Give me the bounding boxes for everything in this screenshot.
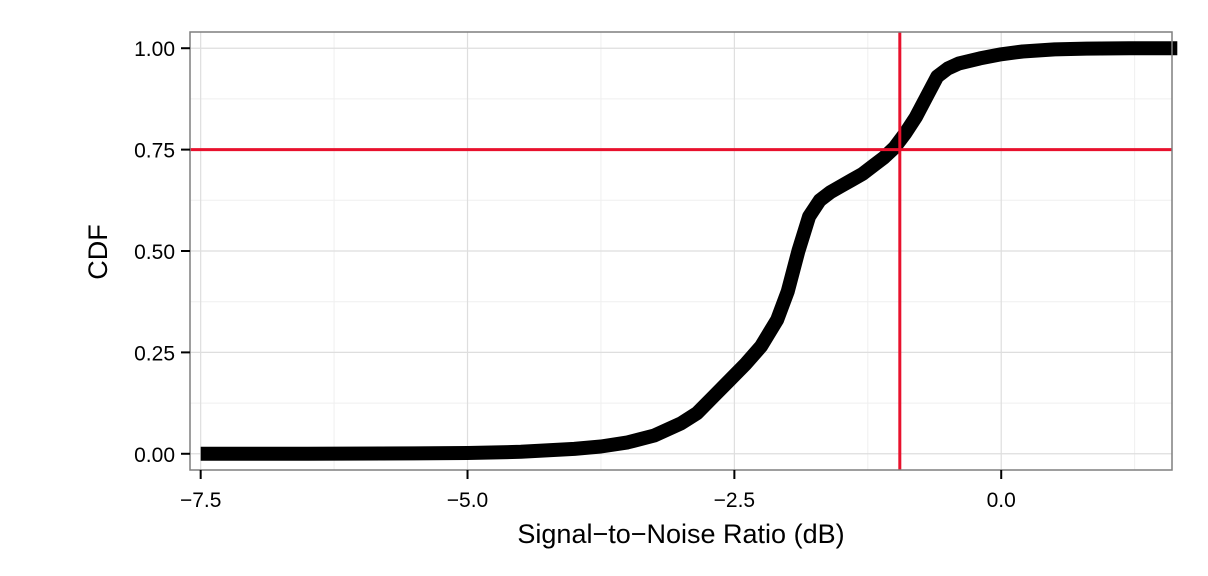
x-axis: −7.5 −5.0 −2.5 0.0 <box>180 470 1016 512</box>
cdf-series-line <box>200 41 1178 461</box>
y-tick-label: 0.00 <box>134 444 175 467</box>
y-tick-label: 0.50 <box>134 241 175 264</box>
x-tick-label: −5.0 <box>447 489 488 512</box>
y-tick-label: 0.75 <box>134 140 175 163</box>
series-layer <box>200 41 1178 461</box>
x-axis-title: Signal−to−Noise Ratio (dB) <box>517 519 844 549</box>
y-axis-title: CDF <box>83 224 113 280</box>
x-tick-label: −2.5 <box>714 489 755 512</box>
grid-minor <box>190 32 1172 470</box>
x-tick-label: −7.5 <box>180 489 221 512</box>
reference-lines <box>190 32 1172 470</box>
y-axis: 0.00 0.25 0.50 0.75 1.00 <box>134 38 190 467</box>
y-tick-label: 0.25 <box>134 342 175 365</box>
y-tick-label: 1.00 <box>134 38 175 61</box>
grid-major <box>190 32 1172 470</box>
x-tick-label: 0.0 <box>987 489 1016 512</box>
